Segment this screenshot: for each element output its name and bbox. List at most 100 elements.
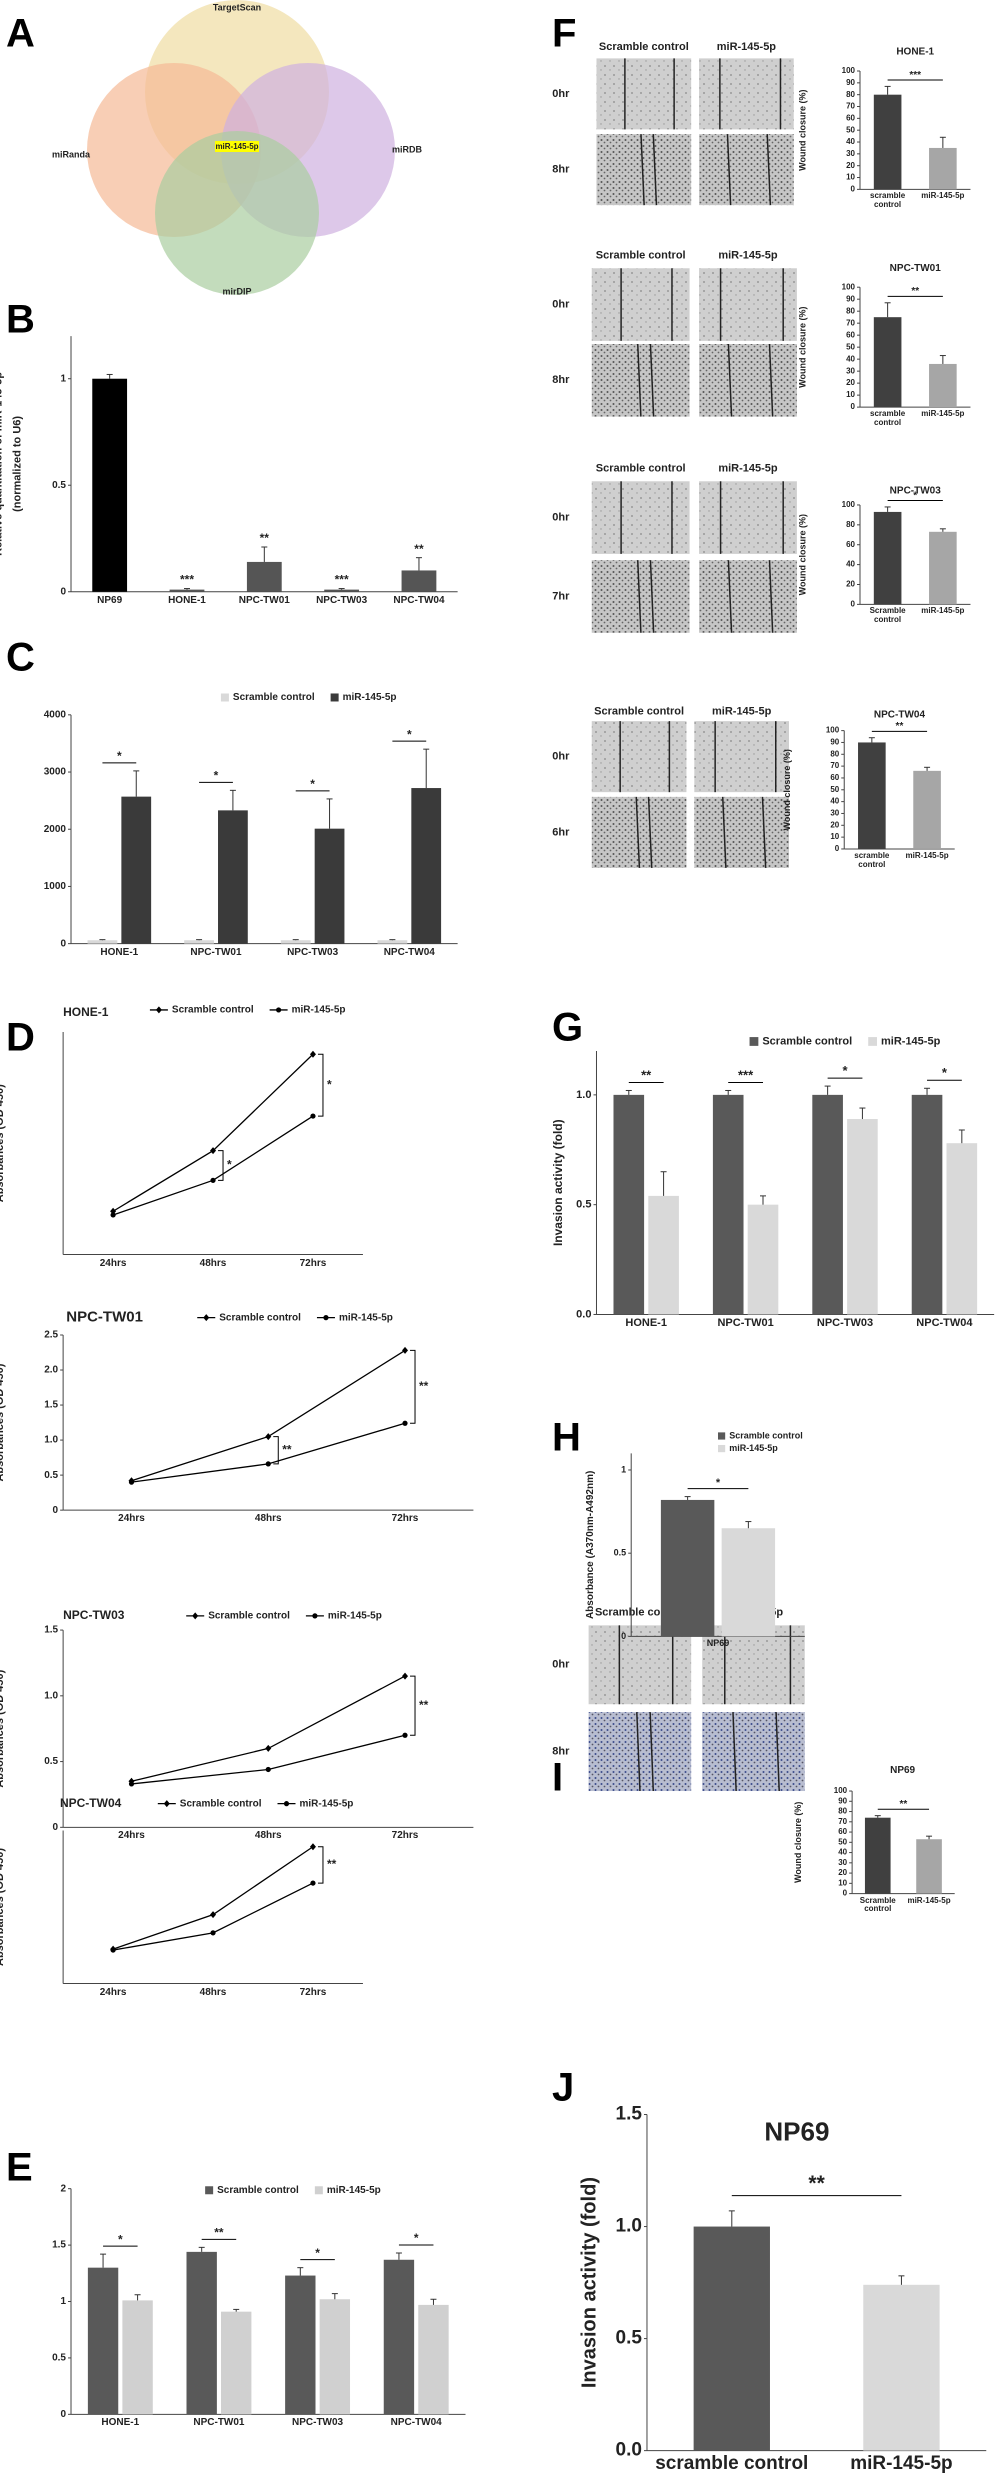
x-tick-label: HONE-1 (625, 1317, 667, 1329)
wound-edge (727, 343, 733, 417)
row-label: 0hr (552, 1659, 570, 1671)
y-axis-label: Wound closure (%) (798, 90, 808, 171)
bar (648, 1195, 679, 1315)
marker (310, 1113, 316, 1119)
y-tick-label: 20 (838, 1868, 847, 1877)
row-label: 8hr (552, 164, 570, 176)
y-tick-label: 0.0 (576, 1308, 591, 1320)
x-tick-text: scramble control (870, 410, 906, 427)
y-axis-label: Wound closure (%) (782, 749, 792, 830)
panel-label: F (552, 12, 576, 56)
legend-marker (283, 1801, 290, 1807)
x-tick-text: NPC-TW01 (193, 2417, 245, 2429)
sig-label: * (214, 769, 219, 783)
x-tick-label: NPC-TW01 (238, 594, 290, 606)
y-tick-label: 20 (846, 580, 855, 589)
y-tick-label: 0 (851, 184, 856, 193)
x-tick-label: 24hrs (118, 1513, 145, 1524)
x-tick-text: NPC-TW01 (190, 946, 242, 958)
bar (721, 1528, 776, 1637)
y-tick-label: 100 (842, 500, 856, 509)
marker (110, 1947, 116, 1953)
y-tick-label: 80 (846, 90, 855, 99)
bar (929, 531, 957, 605)
bar (186, 2251, 217, 2415)
microscopy-image (702, 1625, 805, 1705)
bar (169, 589, 205, 592)
x-tick-text: NPC-TW01 (717, 1317, 774, 1330)
microscopy-image (596, 58, 692, 130)
wound-edge (640, 134, 645, 206)
y-tick-label: 100 (842, 282, 856, 291)
sig-label: * (327, 1077, 332, 1091)
sig-bracket (317, 1846, 324, 1884)
row-label: 8hr (552, 1745, 570, 1757)
y-axis-label: Invasion activity (fold) (551, 1119, 565, 1246)
chart-title: NPC-TW04 (60, 1796, 122, 1810)
row-label: 0hr (552, 88, 570, 100)
sig-label: * (310, 777, 315, 791)
y-tick-label: 70 (830, 761, 839, 770)
y-tick-label: 1000 (44, 881, 67, 892)
y-tick-label: 0.5 (616, 2328, 643, 2349)
bar (873, 94, 902, 190)
y-tick-label: 30 (846, 149, 855, 158)
x-tick-label: miR-145-5p (906, 852, 949, 860)
bar (411, 788, 442, 944)
legend-label: Scramble control (172, 1005, 254, 1016)
x-tick-label: scramble control (854, 851, 890, 869)
panel-label: H (552, 1416, 581, 1460)
y-tick-label: 40 (838, 1848, 847, 1857)
bar (92, 378, 128, 592)
legend-swatch (314, 2186, 323, 2195)
sig-label: * (414, 2231, 419, 2245)
x-tick-label: 72hrs (392, 1830, 419, 1841)
x-tick-text: NPC-TW04 (383, 946, 435, 958)
bar (121, 796, 152, 944)
bar (218, 810, 248, 944)
legend-swatch (717, 1444, 726, 1453)
microscopy-image (702, 1712, 805, 1792)
sig-label: ** (808, 2172, 825, 2195)
x-tick-label: NPC-TW01 (717, 1317, 774, 1330)
bar (324, 589, 360, 592)
bar (87, 940, 118, 944)
x-tick-label: HONE-1 (101, 2417, 140, 2429)
x-tick-text: scramble control (854, 851, 890, 869)
y-tick-label: 100 (826, 726, 840, 735)
x-tick-text: 48hrs (254, 1513, 282, 1525)
y-tick-label: 3000 (44, 767, 67, 778)
y-tick-label: 1.0 (616, 2216, 642, 2237)
x-tick-text: NPC-TW01 (238, 594, 290, 606)
marker (210, 1930, 216, 1936)
sig-label: * (913, 490, 917, 501)
sig-label: * (118, 2232, 123, 2246)
y-tick-label: 1.0 (44, 1690, 58, 1701)
x-tick-text: HONE-1 (101, 2417, 140, 2429)
x-tick-text: NPC-TW04 (390, 2417, 442, 2429)
venn-set (155, 131, 319, 295)
sig-bracket (410, 1349, 416, 1424)
x-tick-text: NPC-TW03 (292, 2417, 344, 2429)
x-tick-label: 48hrs (200, 1258, 227, 1269)
y-tick-label: 0 (53, 1822, 59, 1833)
bar (946, 1143, 978, 1315)
marker (110, 1212, 116, 1218)
y-axis-label: Wound closure (%) (793, 1802, 803, 1883)
wound-edge (635, 796, 641, 868)
sig-label: * (315, 2246, 320, 2260)
x-tick-label: 24hrs (100, 1987, 127, 1998)
bar (929, 363, 957, 408)
sig-label: ** (282, 1442, 292, 1456)
wound-edge (766, 134, 772, 206)
x-tick-text: scramble control (870, 192, 906, 210)
y-tick-label: 100 (834, 1786, 848, 1795)
x-tick-label: NPC-TW03 (316, 595, 367, 606)
y-tick-label: 10 (838, 1878, 847, 1887)
chart-title: NPC-TW03 (890, 485, 942, 496)
y-tick-label: 0 (60, 2409, 66, 2420)
marker (265, 1766, 271, 1773)
line (131, 1422, 406, 1483)
y-tick-label: 90 (838, 1796, 847, 1805)
legend-label: miR-145-5p (300, 1798, 354, 1809)
